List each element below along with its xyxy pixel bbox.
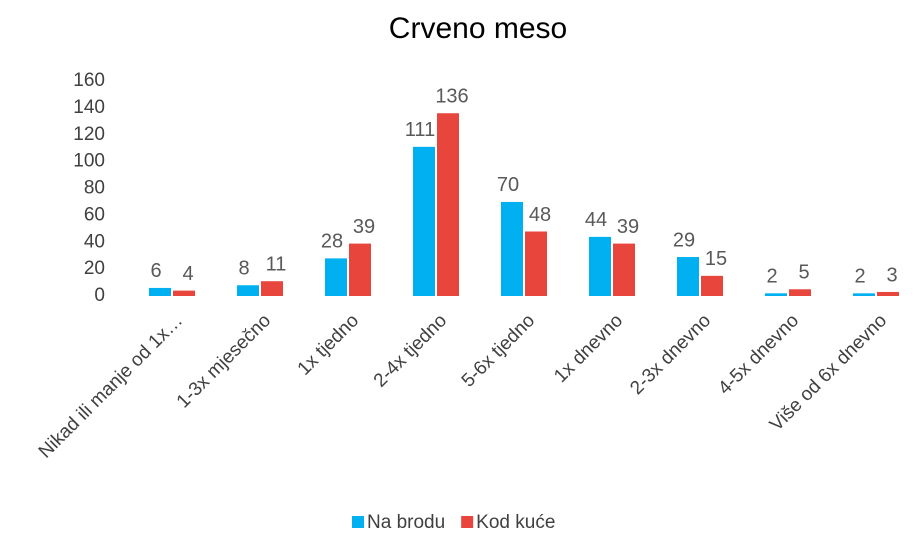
x-tick-label: 2-4x tjedno	[370, 310, 451, 391]
y-tick-label: 100	[73, 151, 105, 172]
data-label: 6	[150, 260, 161, 282]
data-label: 29	[673, 229, 695, 251]
y-tick-label: 140	[73, 97, 105, 118]
y-tick-label: 60	[84, 204, 105, 225]
x-tick-label: 2-3x dnevno	[626, 310, 715, 399]
data-label: 2	[766, 266, 777, 288]
data-label: 44	[585, 209, 607, 231]
y-tick-label: 120	[73, 124, 105, 145]
data-label: 28	[321, 231, 343, 253]
data-label: 136	[435, 86, 468, 108]
bar	[877, 291, 899, 296]
bar	[765, 293, 787, 296]
data-label: 5	[798, 262, 809, 284]
y-tick-label: 40	[84, 231, 105, 252]
bar	[437, 113, 459, 296]
bar	[789, 289, 811, 296]
x-tick-label: 1-3x mjesečno	[173, 310, 275, 412]
data-label: 70	[497, 174, 519, 196]
x-tick-label: 4-5x dnevno	[714, 310, 803, 399]
y-tick-label: 0	[94, 285, 105, 306]
bar	[501, 201, 523, 296]
legend-label: Na brodu	[367, 512, 445, 533]
y-tick-label: 20	[84, 258, 105, 279]
data-label: 3	[886, 264, 897, 286]
bar	[677, 257, 699, 296]
x-tick-label: 5-6x tjedno	[458, 310, 539, 391]
bar	[261, 281, 283, 296]
data-label: 111	[405, 119, 435, 141]
legend-label: Kod kuće	[476, 512, 555, 533]
bar	[613, 243, 635, 296]
bar	[149, 287, 171, 296]
bar	[589, 236, 611, 296]
data-label: 2	[854, 266, 865, 288]
data-label: 15	[705, 248, 727, 270]
data-label: 48	[529, 204, 551, 226]
legend-swatch	[352, 516, 364, 528]
data-label: 4	[182, 263, 193, 285]
x-tick-label: 1x tjedno	[294, 310, 363, 379]
bar	[237, 285, 259, 296]
bar	[325, 258, 347, 296]
data-label: 8	[238, 258, 249, 280]
bar	[413, 146, 435, 296]
data-label: 39	[353, 216, 375, 238]
y-tick-label: 160	[73, 70, 105, 91]
bar	[349, 243, 371, 296]
x-tick-label: Nikad ili manje od 1x…	[35, 310, 187, 462]
data-label: 39	[617, 216, 639, 238]
bar	[701, 275, 723, 296]
y-tick-label: 80	[84, 178, 105, 199]
x-tick-label: 1x dnevno	[550, 310, 627, 387]
bar	[173, 290, 195, 296]
legend-swatch	[461, 516, 474, 528]
bar	[525, 231, 547, 296]
data-label: 11	[266, 254, 287, 276]
chart-title: Crveno meso	[389, 12, 567, 45]
bar	[853, 293, 875, 296]
